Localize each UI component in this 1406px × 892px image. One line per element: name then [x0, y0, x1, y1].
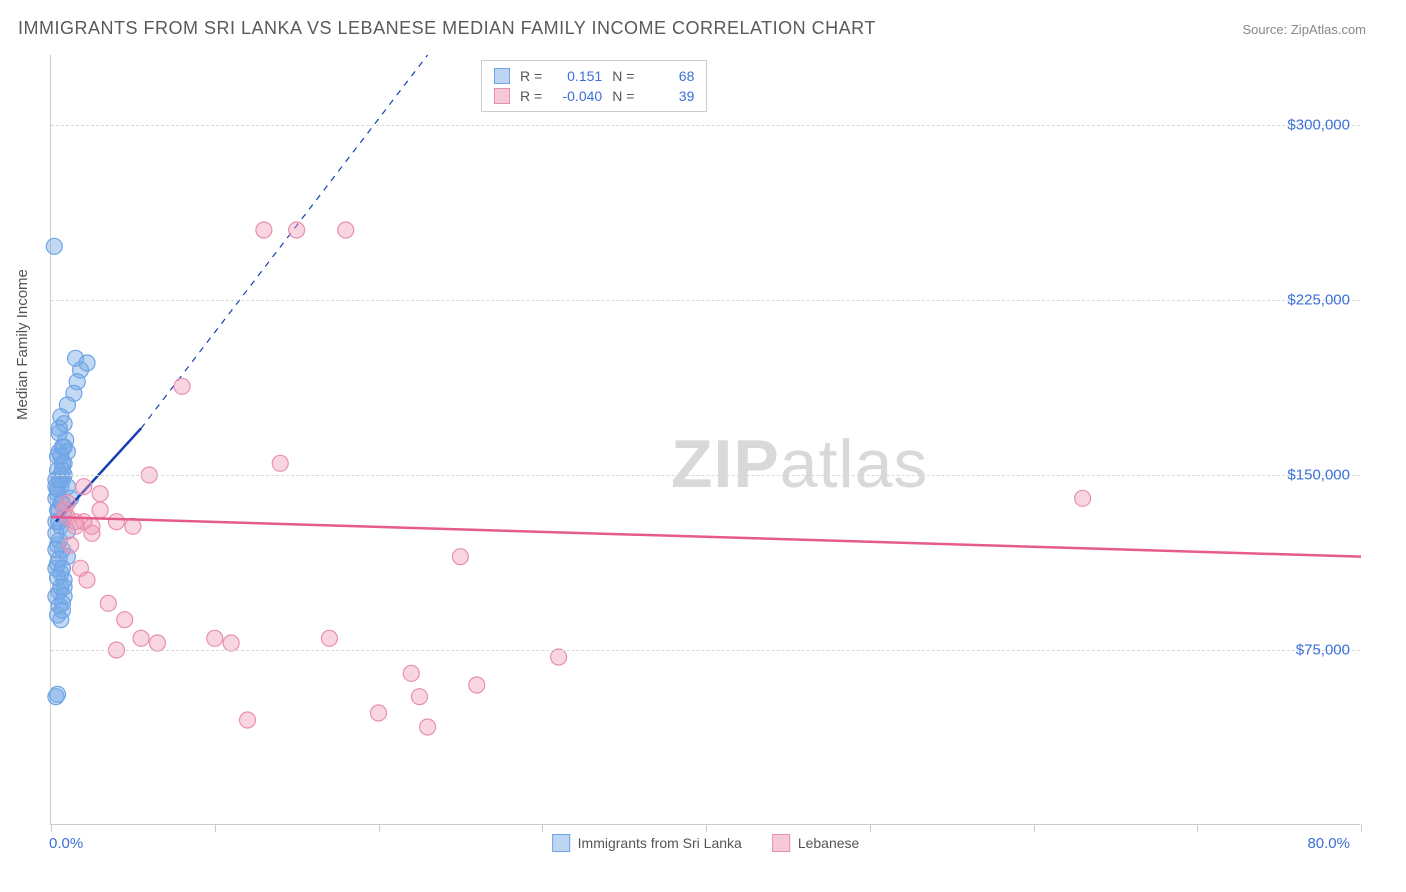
data-point — [256, 222, 272, 238]
stats-n-value: 68 — [644, 68, 694, 84]
stats-row: R = -0.040 N = 39 — [494, 86, 694, 106]
data-point — [371, 705, 387, 721]
trend-line — [51, 517, 1361, 557]
data-point — [117, 612, 133, 628]
data-point — [289, 222, 305, 238]
y-tick-label: $300,000 — [1287, 117, 1350, 134]
correlation-stats-box: R = 0.151 N = 68 R = -0.040 N = 39 — [481, 60, 707, 112]
x-tick — [51, 824, 52, 832]
data-point — [1075, 490, 1091, 506]
data-point — [338, 222, 354, 238]
trend-line-extension — [141, 55, 428, 428]
legend-swatch — [772, 834, 790, 852]
x-tick — [379, 824, 380, 832]
data-point — [207, 630, 223, 646]
y-tick-label: $225,000 — [1287, 292, 1350, 309]
data-point — [56, 439, 72, 455]
data-point — [76, 479, 92, 495]
source-label: Source: ZipAtlas.com — [1242, 22, 1366, 37]
x-tick — [1361, 824, 1362, 832]
chart-title: IMMIGRANTS FROM SRI LANKA VS LEBANESE ME… — [18, 18, 876, 39]
data-point — [84, 518, 100, 534]
gridline — [51, 650, 1360, 651]
scatter-svg — [51, 55, 1360, 824]
data-point — [92, 486, 108, 502]
legend-label: Lebanese — [798, 835, 860, 851]
y-tick-label: $150,000 — [1287, 467, 1350, 484]
x-tick — [870, 824, 871, 832]
x-axis-max-label: 80.0% — [1307, 835, 1350, 852]
stats-swatch — [494, 68, 510, 84]
stats-row: R = 0.151 N = 68 — [494, 66, 694, 86]
data-point — [223, 635, 239, 651]
data-point — [272, 455, 288, 471]
data-point — [321, 630, 337, 646]
legend-item: Lebanese — [772, 834, 860, 852]
data-point — [452, 549, 468, 565]
data-point — [469, 677, 485, 693]
legend-bottom: Immigrants from Sri Lanka Lebanese — [552, 834, 860, 852]
data-point — [100, 595, 116, 611]
stats-r-value: -0.040 — [552, 88, 602, 104]
stats-n-label: N = — [612, 88, 634, 104]
x-tick — [1197, 824, 1198, 832]
x-tick — [215, 824, 216, 832]
gridline — [51, 475, 1360, 476]
legend-item: Immigrants from Sri Lanka — [552, 834, 742, 852]
y-axis-label: Median Family Income — [14, 269, 31, 420]
data-point — [59, 397, 75, 413]
x-axis-min-label: 0.0% — [49, 835, 83, 852]
chart-plot-area: ZIPatlas R =0.151N =68R =-0.040N =39 0.0… — [50, 55, 1360, 825]
data-point — [46, 238, 62, 254]
x-tick — [706, 824, 707, 832]
legend-label: Immigrants from Sri Lanka — [578, 835, 742, 851]
gridline — [51, 300, 1360, 301]
data-point — [240, 712, 256, 728]
stats-n-label: N = — [612, 68, 634, 84]
data-point — [149, 635, 165, 651]
x-tick — [1034, 824, 1035, 832]
data-point — [403, 665, 419, 681]
stats-r-label: R = — [520, 68, 542, 84]
stats-r-label: R = — [520, 88, 542, 104]
stats-n-value: 39 — [644, 88, 694, 104]
data-point — [133, 630, 149, 646]
data-point — [109, 514, 125, 530]
data-point — [79, 572, 95, 588]
legend-swatch — [552, 834, 570, 852]
data-point — [420, 719, 436, 735]
stats-r-value: 0.151 — [552, 68, 602, 84]
data-point — [51, 420, 67, 436]
x-tick — [542, 824, 543, 832]
data-point — [79, 355, 95, 371]
gridline — [51, 125, 1360, 126]
stats-swatch — [494, 88, 510, 104]
data-point — [68, 514, 84, 530]
data-point — [92, 502, 108, 518]
data-point — [174, 378, 190, 394]
data-point — [50, 686, 66, 702]
data-point — [56, 588, 72, 604]
data-point — [551, 649, 567, 665]
y-tick-label: $75,000 — [1296, 642, 1350, 659]
data-point — [411, 689, 427, 705]
data-point — [63, 537, 79, 553]
